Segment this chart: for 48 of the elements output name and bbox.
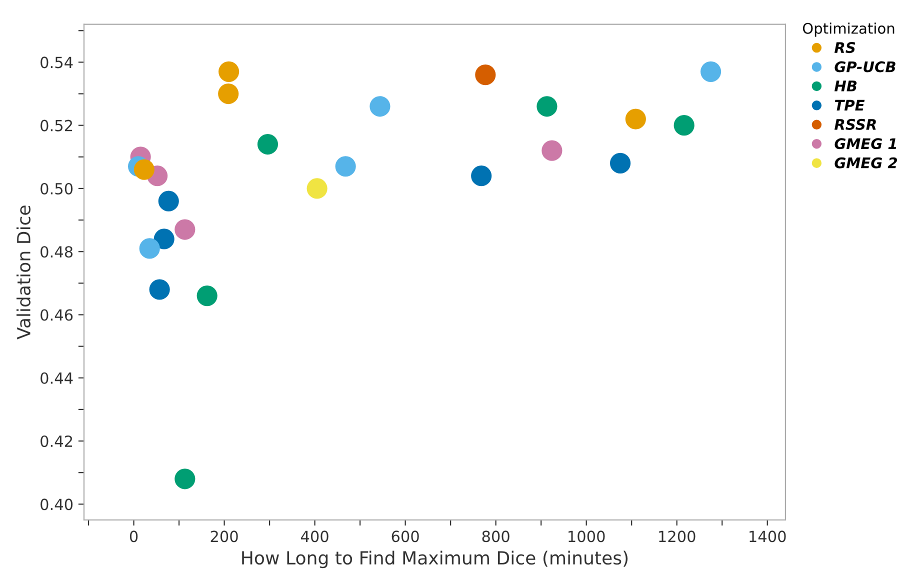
point (536, 96, 558, 117)
y-tick-label: 0.52 (40, 120, 72, 132)
legend-label: RS (834, 42, 856, 54)
x-tick-label: 0 (130, 530, 138, 542)
point (475, 64, 496, 86)
point (370, 96, 390, 117)
point (158, 190, 179, 212)
legend-label: GMEG 1 (834, 138, 896, 150)
x-tick-label: 1200 (659, 530, 696, 542)
point (139, 238, 160, 259)
point (542, 140, 562, 161)
point (610, 152, 631, 174)
point (625, 108, 646, 130)
point (134, 159, 154, 180)
y-tick-label: 0.50 (40, 182, 73, 194)
x-tick-label: 1000 (568, 530, 605, 542)
point (306, 178, 328, 199)
legend-label: HB (834, 80, 857, 92)
point (174, 468, 196, 490)
legend-label: RSSR (834, 118, 876, 130)
y-tick-label: 0.54 (40, 56, 73, 68)
point (149, 279, 170, 300)
x-tick-label: 600 (392, 530, 419, 542)
x-tick-label: 400 (300, 530, 328, 542)
point (196, 286, 218, 306)
point (700, 61, 722, 82)
x-axis-title: How Long to Find Maximum Dice (minutes) (242, 550, 628, 568)
point (471, 166, 492, 186)
y-tick-label: 0.44 (40, 372, 73, 384)
legend-label: GMEG 2 (834, 157, 898, 168)
point (174, 219, 196, 240)
y-tick-label: 0.40 (40, 498, 73, 510)
y-tick-label: 0.48 (40, 246, 73, 258)
y-tick-label: 0.46 (40, 309, 73, 321)
point (335, 156, 356, 177)
x-tick-label: 200 (210, 530, 238, 542)
point (674, 115, 694, 136)
legend-label: TPE (834, 100, 865, 111)
point (257, 134, 278, 155)
point (218, 83, 239, 104)
x-tick-label: 1400 (750, 530, 786, 542)
y-axis-title: Validation Dice (16, 206, 31, 340)
point (218, 61, 240, 82)
point (154, 228, 174, 250)
y-tick-label: 0.42 (40, 435, 72, 448)
legend-label: GP-UCB (834, 61, 896, 72)
x-tick-label: 800 (482, 530, 510, 542)
legend-title: Optimization (802, 22, 894, 37)
